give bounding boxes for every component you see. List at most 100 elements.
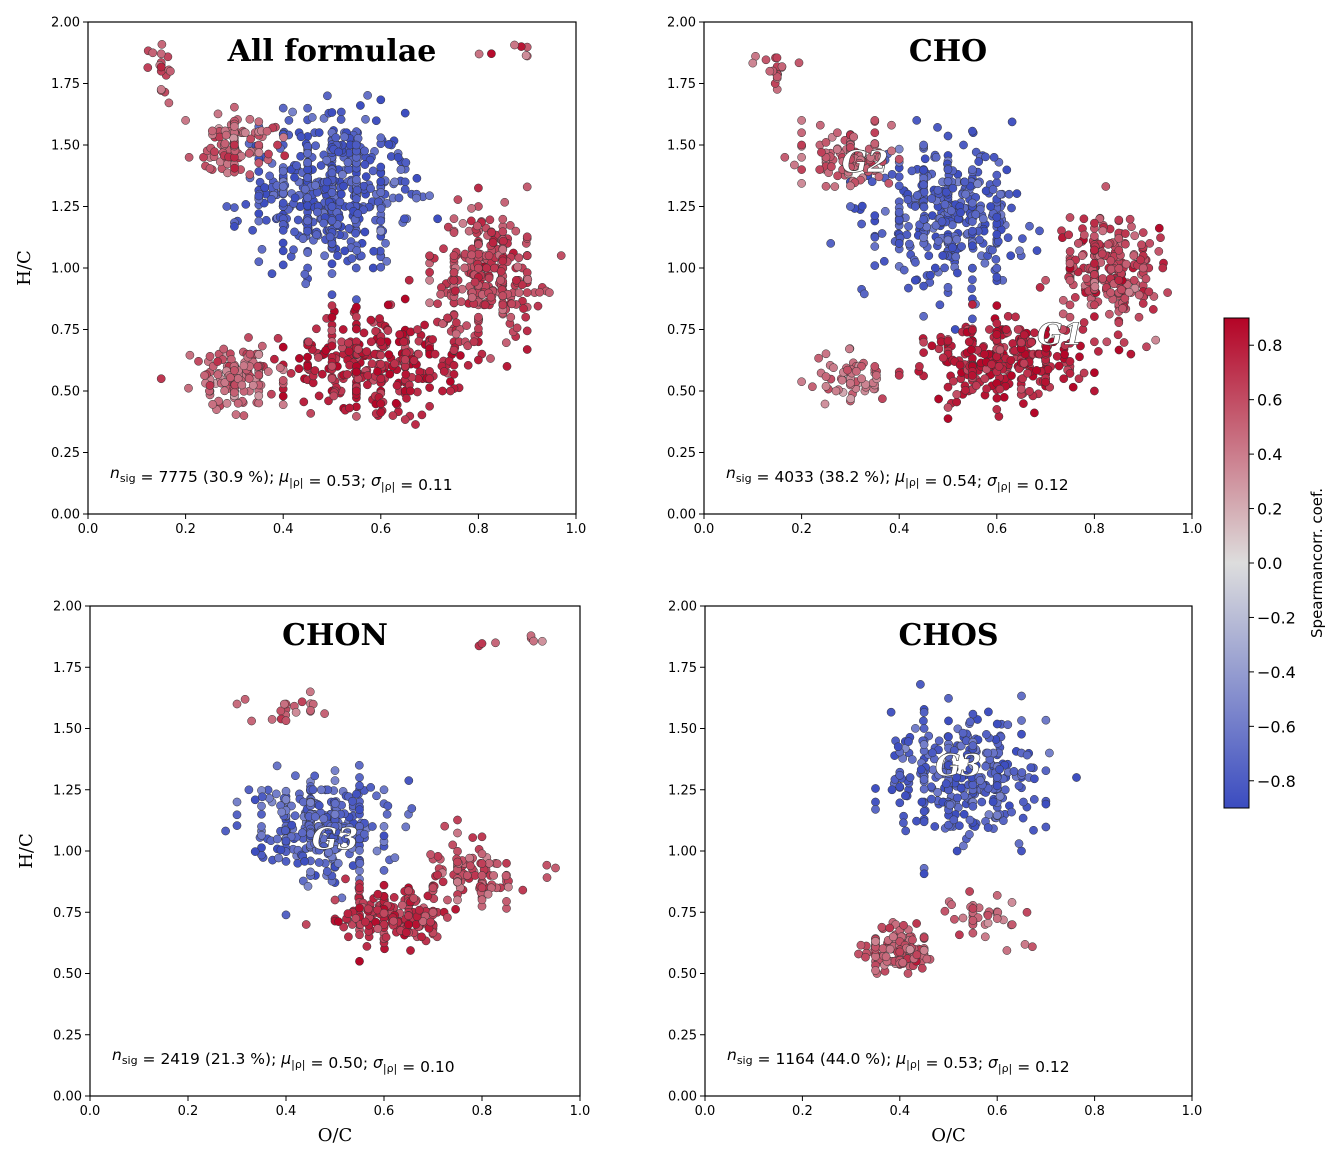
point xyxy=(1106,256,1116,266)
y-tick-label: 2.00 xyxy=(51,16,80,31)
point xyxy=(323,91,332,101)
point xyxy=(449,268,459,277)
point xyxy=(240,694,250,704)
point xyxy=(797,128,806,138)
point xyxy=(510,40,519,50)
point xyxy=(449,360,459,370)
point xyxy=(903,969,913,978)
point xyxy=(1075,352,1084,362)
point xyxy=(254,148,264,158)
point xyxy=(477,883,487,893)
point xyxy=(303,362,312,371)
point xyxy=(1137,240,1146,250)
point xyxy=(230,203,239,212)
point xyxy=(992,170,1002,180)
x-tick-label: 0.0 xyxy=(78,522,99,537)
point xyxy=(887,785,897,795)
point xyxy=(355,903,364,913)
point xyxy=(504,882,513,892)
point xyxy=(911,258,920,267)
point xyxy=(905,239,914,249)
point xyxy=(940,263,949,273)
y-tick-label: 0.50 xyxy=(53,967,82,982)
point xyxy=(230,388,239,397)
point xyxy=(465,853,474,863)
point xyxy=(1032,366,1041,375)
point xyxy=(477,639,487,648)
point xyxy=(780,152,790,162)
point xyxy=(458,219,468,228)
point xyxy=(156,49,166,59)
point xyxy=(232,821,242,830)
point xyxy=(934,736,944,746)
point xyxy=(877,229,887,238)
point xyxy=(955,930,964,940)
point xyxy=(958,728,968,738)
y-tick-label: 1.50 xyxy=(667,139,696,154)
point xyxy=(325,232,335,242)
point xyxy=(830,182,840,191)
point xyxy=(343,158,353,167)
point xyxy=(905,773,915,782)
point xyxy=(352,386,361,396)
point xyxy=(246,134,256,144)
point xyxy=(409,893,419,903)
panel-title: CHO xyxy=(909,34,987,69)
panel-title: All formulae xyxy=(227,34,437,69)
point xyxy=(930,822,940,831)
point xyxy=(952,397,962,407)
point xyxy=(327,216,337,225)
point xyxy=(968,709,978,719)
point xyxy=(1121,259,1131,269)
point xyxy=(443,895,452,905)
point xyxy=(502,362,512,371)
point xyxy=(1103,240,1113,249)
y-tick-label: 1.00 xyxy=(668,845,697,860)
point xyxy=(355,773,364,782)
y-tick-label: 2.00 xyxy=(53,600,82,615)
point xyxy=(1022,907,1032,917)
point xyxy=(336,107,346,117)
point xyxy=(397,900,407,910)
point xyxy=(944,732,953,742)
x-tick-label: 0.4 xyxy=(889,522,910,537)
point xyxy=(1016,338,1026,347)
point xyxy=(911,724,920,733)
point xyxy=(340,246,350,256)
point xyxy=(184,383,193,393)
point xyxy=(452,318,461,328)
point xyxy=(983,910,993,920)
point xyxy=(360,160,370,169)
point xyxy=(257,843,266,853)
point xyxy=(401,928,411,937)
point xyxy=(1017,691,1026,701)
point xyxy=(511,226,521,236)
point xyxy=(411,420,420,429)
point xyxy=(470,277,480,287)
y-tick-label: 1.25 xyxy=(667,200,696,215)
point xyxy=(920,154,930,164)
point xyxy=(254,350,264,359)
point xyxy=(1058,295,1068,305)
point xyxy=(871,805,880,814)
point xyxy=(790,160,799,170)
point xyxy=(467,250,477,260)
point xyxy=(327,374,337,384)
point xyxy=(425,374,434,384)
point xyxy=(1090,282,1100,291)
point xyxy=(230,102,239,112)
point xyxy=(462,871,472,880)
point xyxy=(344,347,354,356)
point xyxy=(821,349,831,359)
point xyxy=(1025,386,1034,396)
point xyxy=(943,131,953,141)
point xyxy=(833,171,842,181)
point xyxy=(938,353,948,363)
point xyxy=(968,263,977,273)
point xyxy=(1016,384,1026,394)
point xyxy=(345,403,354,413)
point xyxy=(1077,251,1087,261)
point xyxy=(220,386,229,396)
point xyxy=(300,269,310,279)
point xyxy=(1090,231,1099,241)
